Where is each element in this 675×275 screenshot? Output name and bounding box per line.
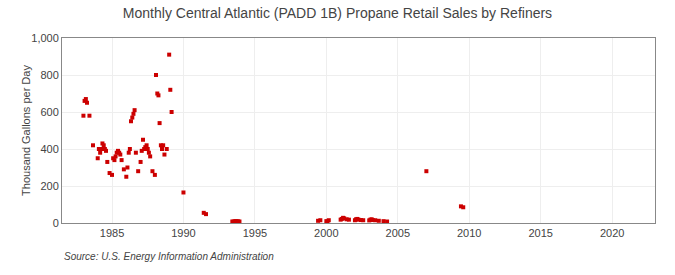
svg-text:2005: 2005 bbox=[386, 227, 410, 239]
svg-text:Source: U.S. Energy Informatio: Source: U.S. Energy Information Administ… bbox=[64, 251, 274, 262]
svg-text:2020: 2020 bbox=[600, 227, 624, 239]
svg-text:200: 200 bbox=[40, 180, 58, 192]
svg-text:Monthly Central Atlantic (PADD: Monthly Central Atlantic (PADD 1B) Propa… bbox=[123, 5, 552, 21]
svg-text:800: 800 bbox=[40, 69, 58, 81]
svg-text:0: 0 bbox=[53, 217, 59, 229]
svg-text:1985: 1985 bbox=[100, 227, 124, 239]
svg-text:2015: 2015 bbox=[528, 227, 552, 239]
svg-text:1,000: 1,000 bbox=[31, 32, 59, 44]
svg-text:Thousand Gallons per Day: Thousand Gallons per Day bbox=[20, 65, 32, 196]
svg-text:1995: 1995 bbox=[243, 227, 267, 239]
svg-text:400: 400 bbox=[40, 143, 58, 155]
svg-text:2000: 2000 bbox=[314, 227, 338, 239]
svg-text:600: 600 bbox=[40, 106, 58, 118]
svg-text:1990: 1990 bbox=[171, 227, 195, 239]
svg-text:2010: 2010 bbox=[457, 227, 481, 239]
